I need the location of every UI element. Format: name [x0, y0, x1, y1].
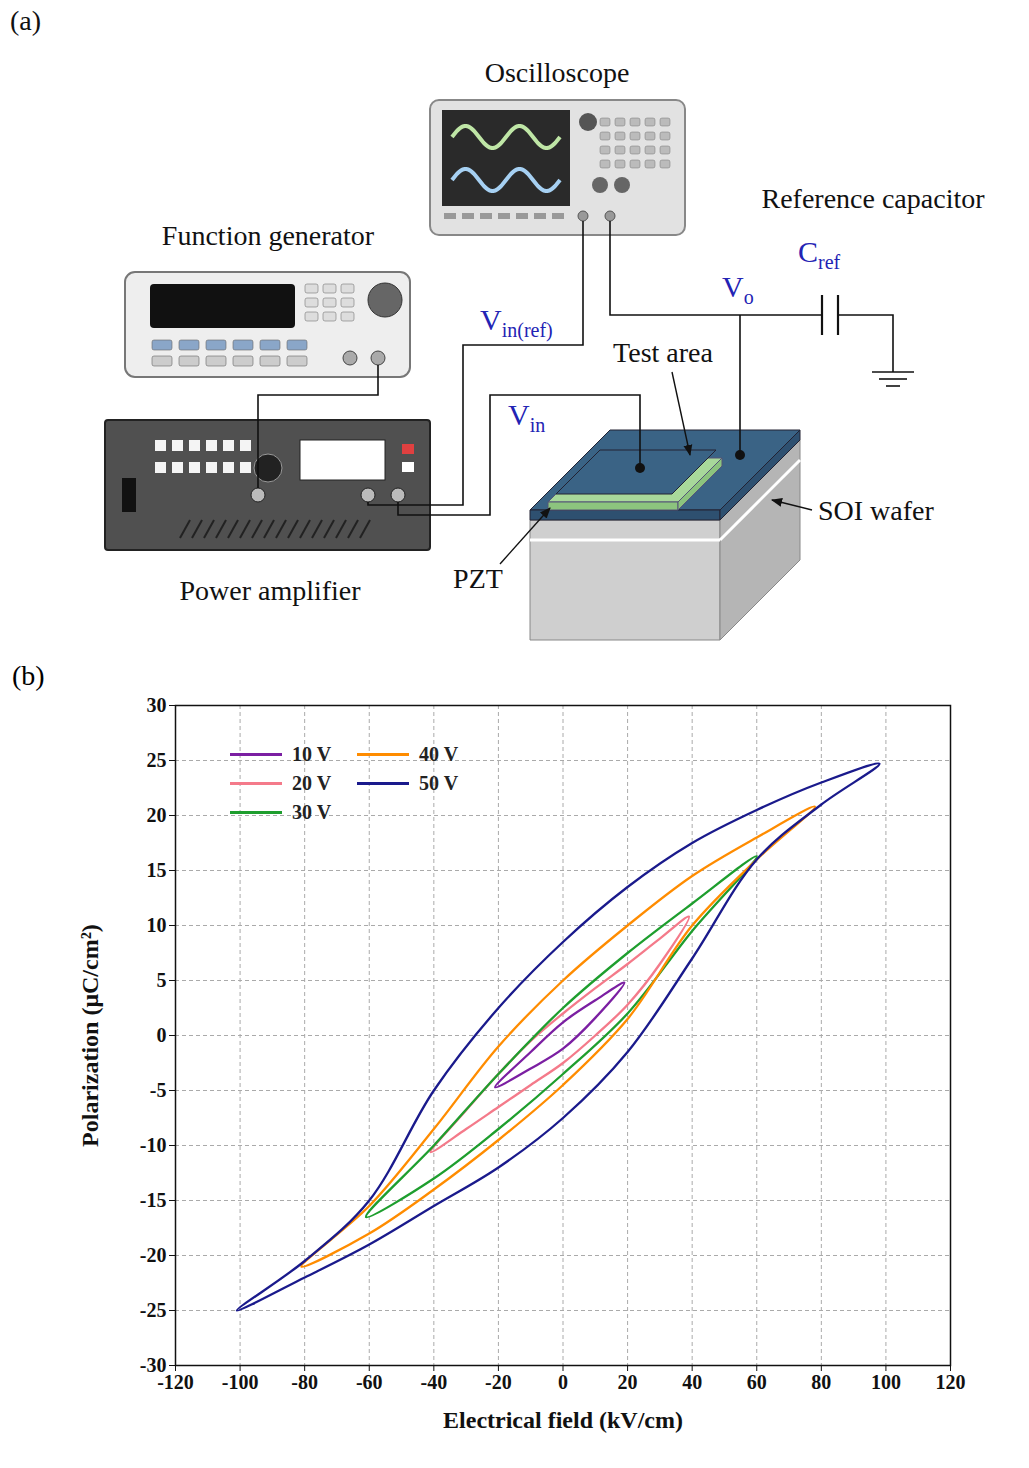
svg-text:-60: -60 [356, 1371, 383, 1393]
svg-text:-5: -5 [150, 1079, 167, 1101]
html-text:40 V: 40 V [419, 743, 459, 765]
html-text:(b): (b) [12, 660, 45, 691]
svg-text:-20: -20 [140, 1244, 167, 1266]
svg-text:PZT: PZT [453, 563, 503, 594]
svg-text:-120: -120 [157, 1371, 194, 1393]
html-text:50 V: 50 V [419, 772, 459, 794]
svg-text:-40: -40 [420, 1371, 447, 1393]
svg-text:Function generator: Function generator [162, 220, 375, 251]
svg-text:20: 20 [618, 1371, 638, 1393]
svg-text:5: 5 [157, 969, 167, 991]
svg-text:Vo: Vo [722, 270, 754, 308]
html-text:30 V: 30 V [292, 801, 332, 823]
svg-text:0: 0 [157, 1024, 167, 1046]
html-text:20 V: 20 V [292, 772, 332, 794]
svg-text:-100: -100 [222, 1371, 259, 1393]
svg-text:-30: -30 [139, 1353, 167, 1376]
svg-text:Oscilloscope: Oscilloscope [485, 57, 630, 88]
svg-text:Cref: Cref [798, 235, 841, 273]
svg-text:100: 100 [871, 1371, 901, 1393]
svg-text:Vin(ref): Vin(ref) [480, 303, 553, 342]
svg-text:Electrical field (kV/cm): Electrical field (kV/cm) [443, 1407, 683, 1433]
html-text:10 V: 10 V [292, 743, 332, 765]
svg-text:60: 60 [747, 1371, 767, 1393]
svg-text:120: 120 [936, 1371, 966, 1393]
svg-text:10: 10 [147, 914, 167, 936]
svg-text:Polarization (μC/cm²): Polarization (μC/cm²) [77, 924, 103, 1147]
svg-text:25: 25 [147, 749, 167, 771]
svg-text:15: 15 [147, 859, 167, 881]
svg-text:20: 20 [147, 804, 167, 826]
svg-text:Vin: Vin [508, 398, 545, 436]
svg-text:SOI wafer: SOI wafer [818, 495, 935, 526]
svg-text:Reference capacitor: Reference capacitor [761, 183, 985, 214]
svg-text:-15: -15 [140, 1189, 167, 1211]
svg-text:30: 30 [147, 694, 167, 716]
svg-text:-20: -20 [485, 1371, 512, 1393]
svg-text:-25: -25 [140, 1299, 167, 1321]
svg-text:(a): (a) [10, 5, 41, 36]
svg-text:-10: -10 [140, 1134, 167, 1156]
svg-text:-80: -80 [291, 1371, 318, 1393]
svg-text:Test area: Test area [613, 337, 713, 368]
svg-text:Power amplifier: Power amplifier [179, 575, 361, 606]
svg-text:40: 40 [682, 1371, 702, 1393]
svg-text:80: 80 [811, 1371, 831, 1393]
svg-text:0: 0 [558, 1371, 568, 1393]
